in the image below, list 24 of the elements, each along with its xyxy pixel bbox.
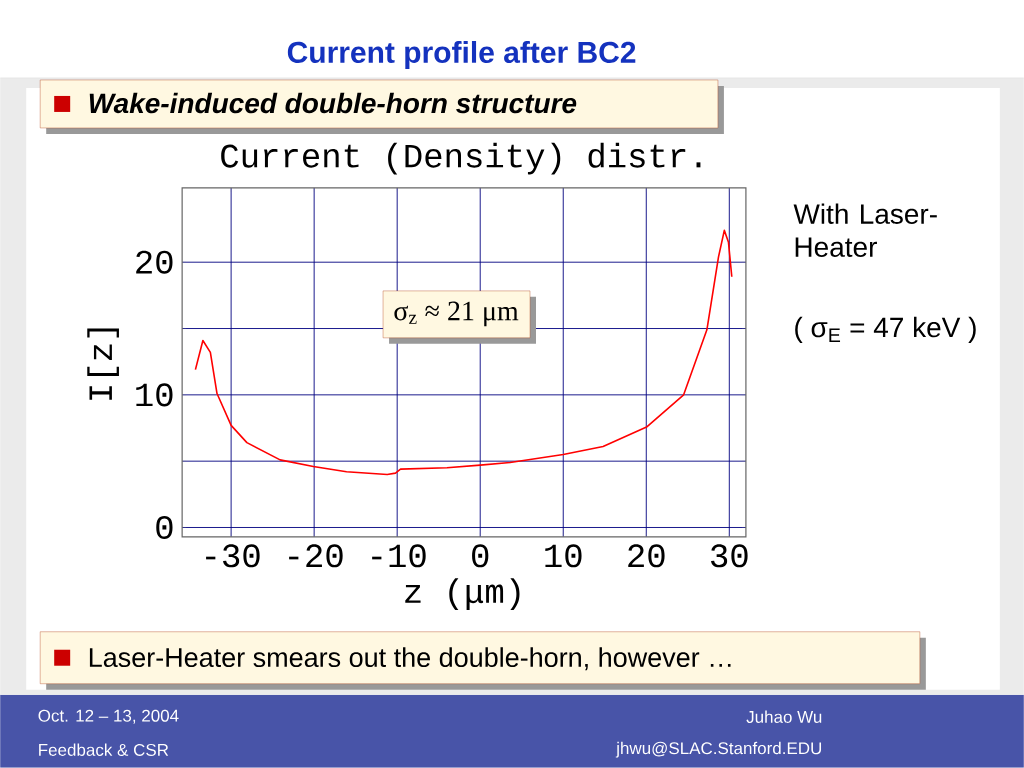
text: With Laser-Heater <box>793 203 937 258</box>
text: Feedback & CSR <box>39 743 169 757</box>
x-axis-title: z (μm) <box>405 578 520 611</box>
chart-title: Current profile after BC2 <box>287 41 636 70</box>
x-tick-label: 10 <box>545 544 582 568</box>
text: Oct. 12 – 13, 2004 <box>38 709 179 724</box>
line-series <box>194 229 733 476</box>
x-tick-label: 30 <box>711 544 748 568</box>
text: ( σ$_{E}$ = 47 keV ) <box>795 316 976 344</box>
x-tick-label: 20 <box>628 544 665 568</box>
x-tick-label: -10 <box>372 544 426 568</box>
x-tick-label: -30 <box>206 544 260 568</box>
annotation: σ$_{z}$ ≈ 21 μm <box>394 301 519 327</box>
y-tick-label: 0 <box>156 516 173 540</box>
y-tick-label: 20 <box>136 250 173 274</box>
text: jhwu@SLAC.Stanford.EDU <box>615 741 822 758</box>
text: Laser-Heater smears out the double-horn, however … <box>89 647 731 671</box>
x-tick-label: 0 <box>472 544 489 568</box>
chart-subtitle: Wake-induced double-horn structure <box>89 92 577 114</box>
y-axis-title: I[z] <box>87 328 119 400</box>
text: Juhao Wu <box>746 710 822 724</box>
y-tick-label: 10 <box>136 383 173 407</box>
text: Current (Density) distr. <box>221 142 701 175</box>
x-tick-label: -20 <box>289 544 343 568</box>
